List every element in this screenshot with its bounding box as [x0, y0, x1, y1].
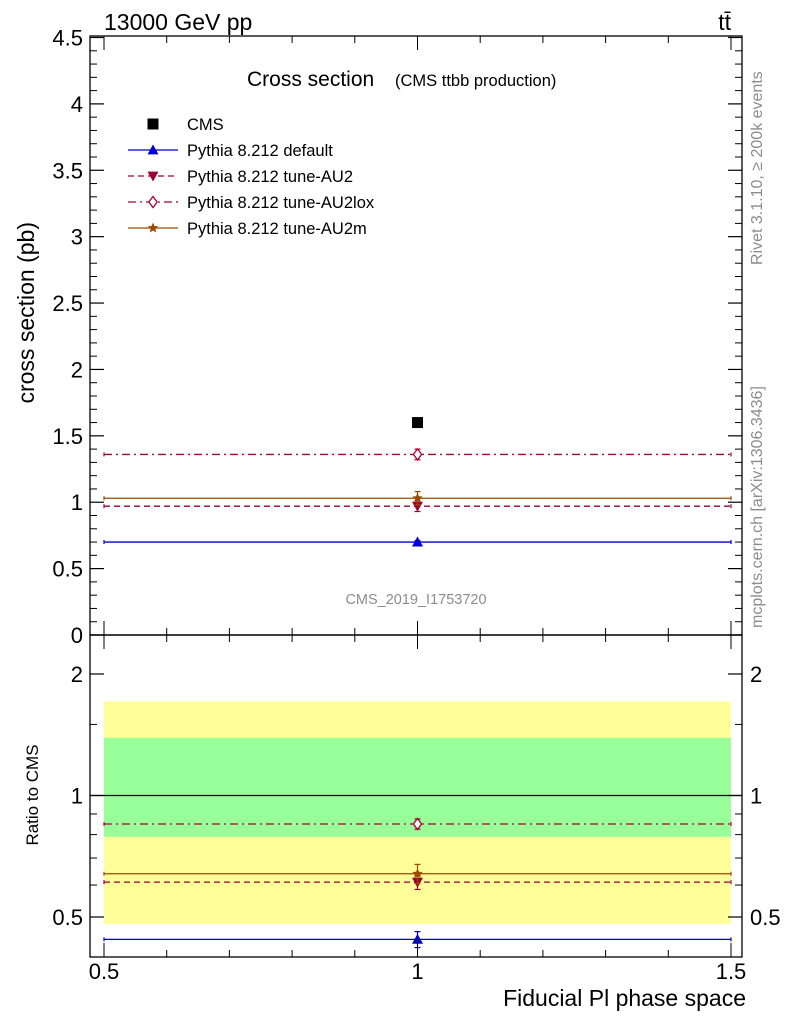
- energy-label: 13000 GeV pp: [104, 9, 252, 35]
- ratio-ytick-label-right-2: 2: [750, 662, 762, 687]
- ratio-ylabel: Ratio to CMS: [23, 744, 42, 845]
- legend-marker-pythia-8-212-default: [147, 144, 159, 155]
- legend-marker-pythia-8-212-tune-au2: [147, 171, 159, 182]
- ratio-bands-group: [90, 701, 742, 925]
- ratio-xtick-label-2: 1.5: [716, 959, 747, 984]
- mcplots-label: mcplots.cern.ch [arXiv:1306.3436]: [749, 386, 766, 628]
- legend: CMS Pythia 8.212 default Pythia 8.212 tune…: [128, 116, 375, 238]
- ratio-ytick-label-left-0: 0.5: [52, 905, 83, 930]
- main-marker-pythia-8-212-tune-au2m: [412, 492, 423, 503]
- main-ytick-label-3: 1.5: [52, 424, 83, 449]
- main-ytick-label-6: 3: [71, 225, 83, 250]
- main-marker-pythia-8-212-tune-au2lox: [412, 447, 423, 462]
- ratio-xtick-label-0: 0.5: [89, 959, 120, 984]
- main-ytick-label-4: 2: [71, 357, 83, 382]
- legend-item-pythia-8-212-tune-au2m: Pythia 8.212 tune-AU2m: [128, 220, 367, 238]
- ratio-marker-pythia-8-212-tune-au2lox: [412, 817, 423, 831]
- main-series-pythia-8-212-tune-au2m: [103, 491, 732, 506]
- main-series-group: [103, 447, 732, 547]
- legend-item-pythia-8-212-tune-au2lox: Pythia 8.212 tune-AU2lox: [128, 194, 375, 212]
- main-marker-pythia-8-212-default: [412, 536, 423, 547]
- ratio-series-pythia-8-212-tune-au2lox: [103, 817, 732, 831]
- analysis-annotation: CMS_2019_I1753720: [345, 592, 486, 608]
- legend-label-cms: CMS: [187, 116, 224, 134]
- main-marker-cms: [412, 417, 423, 429]
- ratio-axes-group: 0.5 0.5 1 1 2 2 0.5 1 1.5: [52, 634, 781, 984]
- ratio-xtick-label-1: 1: [411, 959, 423, 984]
- legend-label-pythia-8-212-default: Pythia 8.212 default: [187, 142, 333, 160]
- main-data-group: [412, 417, 423, 429]
- main-ylabel: cross section (pb): [13, 222, 39, 404]
- legend-marker-pythia-8-212-tune-au2m: [147, 222, 159, 233]
- ratio-ytick-label-left-2: 2: [71, 662, 83, 687]
- legend-label-pythia-8-212-tune-au2: Pythia 8.212 tune-AU2: [187, 168, 353, 186]
- rivet-version-label: Rivet 3.1.10, ≥ 200k events: [749, 71, 766, 265]
- ratio-panel: Ratio to CMS Fiducial Pl phase space 0.5…: [23, 634, 781, 1011]
- main-series-pythia-8-212-default: [103, 536, 732, 547]
- ratio-series-group: [103, 817, 732, 949]
- ratio-series-pythia-8-212-tune-au2m: [103, 863, 732, 885]
- main-ytick-label-5: 2.5: [52, 291, 83, 316]
- legend-label-pythia-8-212-tune-au2m: Pythia 8.212 tune-AU2m: [187, 220, 367, 238]
- ratio-marker-pythia-8-212-default: [412, 933, 423, 944]
- legend-item-cms: CMS: [147, 116, 224, 134]
- main-ytick-label-9: 4.5: [52, 26, 83, 51]
- main-ytick-label-7: 3.5: [52, 158, 83, 183]
- main-ytick-label-1: 0.5: [52, 557, 83, 582]
- main-ytick-label-2: 1: [71, 490, 83, 515]
- legend-marker-cms: [147, 118, 159, 130]
- ratio-xlabel: Fiducial Pl phase space: [503, 985, 746, 1011]
- main-panel: Cross section (CMS ttbb production) cros…: [13, 26, 743, 648]
- legend-marker-pythia-8-212-tune-au2lox: [148, 195, 158, 209]
- main-ytick-label-0: 0: [71, 623, 83, 648]
- legend-item-pythia-8-212-default: Pythia 8.212 default: [128, 142, 333, 160]
- ratio-marker-pythia-8-212-tune-au2m: [412, 868, 423, 879]
- ratio-ytick-label-right-1: 1: [750, 784, 762, 809]
- ratio-ytick-label-right-0: 0.5: [750, 905, 781, 930]
- legend-item-pythia-8-212-tune-au2: Pythia 8.212 tune-AU2: [128, 168, 353, 186]
- main-title: Cross section: [247, 68, 374, 91]
- main-series-pythia-8-212-tune-au2lox: [103, 447, 732, 462]
- ratio-ytick-label-left-1: 1: [71, 784, 83, 809]
- main-ytick-label-8: 4: [71, 92, 83, 117]
- process-label: tt̄: [718, 9, 731, 35]
- main-subtitle: (CMS ttbb production): [395, 72, 556, 90]
- main-axes-group: 0 0.5 1 1.5 2 2.5 3 3.5 4 4.5: [52, 26, 743, 648]
- legend-label-pythia-8-212-tune-au2lox: Pythia 8.212 tune-AU2lox: [187, 194, 375, 212]
